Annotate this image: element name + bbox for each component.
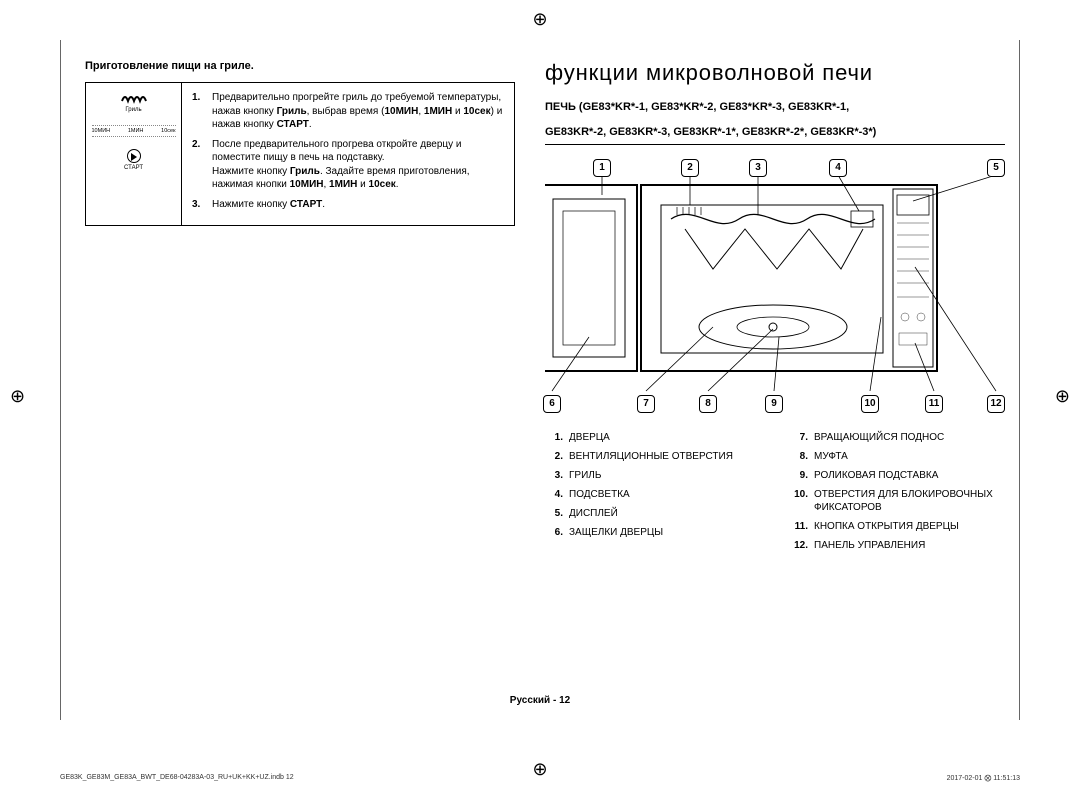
part-label: РОЛИКОВАЯ ПОДСТАВКА [814,469,1005,482]
parts-row: 3. ГРИЛЬ [545,469,760,482]
parts-col-left: 1. ДВЕРЦА 2. ВЕНТИЛЯЦИОННЫЕ ОТВЕРСТИЯ 3. ГР… [545,431,760,558]
callout-1: 1 [593,159,611,177]
crop-mark-top: ⊕ [532,10,547,28]
oven-diagram: 1 2 3 4 5 6 7 8 9 10 11 12 [545,155,1015,415]
oven-model-line1: ПЕЧЬ (GE83*KR*-1, GE83*KR*-2, GE83*KR*-3… [545,100,1005,115]
grill-step: 3. Нажмите кнопку СТАРТ. [192,198,504,212]
parts-row: 1. ДВЕРЦА [545,431,760,444]
part-num: 2. [545,450,563,463]
right-column: функции микроволновой печи ПЕЧЬ (GE83*KR… [525,60,1005,660]
parts-row: 4. ПОДСВЕТКА [545,488,760,501]
parts-row: 8. МУФТА [790,450,1005,463]
step-text: Нажмите кнопку СТАРТ. [212,198,504,212]
parts-col-right: 7. ВРАЩАЮЩИЙСЯ ПОДНОС 8. МУФТА 9. РОЛИКОВАЯ… [790,431,1005,558]
start-icon-label: СТАРТ [124,165,143,171]
callout-2: 2 [681,159,699,177]
parts-row: 11. КНОПКА ОТКРЫТИЯ ДВЕРЦЫ [790,520,1005,533]
parts-row: 9. РОЛИКОВАЯ ПОДСТАВКА [790,469,1005,482]
part-num: 5. [545,507,563,520]
oven-parts-list: 1. ДВЕРЦА 2. ВЕНТИЛЯЦИОННЫЕ ОТВЕРСТИЯ 3. ГР… [545,431,1005,558]
grill-icons-panel: Гриль 10МИН 1МИН 10сек СТАРТ [86,83,182,225]
grill-step: 1. Предварительно прогрейте гриль до тре… [192,91,504,132]
time-label-a: 10МИН [92,128,111,134]
callout-4: 4 [829,159,847,177]
page-title: функции микроволновой печи [545,60,1005,86]
part-label: МУФТА [814,450,1005,463]
part-num: 8. [790,450,808,463]
oven-model-line2: GE83KR*-2, GE83KR*-3, GE83KR*-1*, GE83KR… [545,125,1005,145]
part-num: 11. [790,520,808,533]
grill-instruction-table: Гриль 10МИН 1МИН 10сек СТАРТ 1. [85,82,515,226]
part-label: ДВЕРЦА [569,431,760,444]
part-num: 10. [790,488,808,514]
grill-icon: Гриль [120,91,148,113]
start-triangle-icon [127,149,141,163]
part-label: ПОДСВЕТКА [569,488,760,501]
part-label: ЗАЩЕЛКИ ДВЕРЦЫ [569,526,760,539]
time-labels-row: 10МИН 1МИН 10сек [92,125,176,137]
part-num: 3. [545,469,563,482]
crop-mark-left: ⊕ [10,387,25,405]
part-num: 7. [790,431,808,444]
callout-3: 3 [749,159,767,177]
part-num: 12. [790,539,808,552]
grill-steps: 1. Предварительно прогрейте гриль до тре… [182,83,514,225]
step-text: Предварительно прогрейте гриль до требуе… [212,91,504,132]
parts-row: 7. ВРАЩАЮЩИЙСЯ ПОДНОС [790,431,1005,444]
step-number: 2. [192,138,206,192]
part-label: ВЕНТИЛЯЦИОННЫЕ ОТВЕРСТИЯ [569,450,760,463]
time-label-c: 10сек [161,128,175,134]
parts-row: 6. ЗАЩЕЛКИ ДВЕРЦЫ [545,526,760,539]
part-num: 9. [790,469,808,482]
part-num: 1. [545,431,563,444]
part-label: ГРИЛЬ [569,469,760,482]
parts-row: 10. ОТВЕРСТИЯ ДЛЯ БЛОКИРОВОЧНЫХ ФИКСАТОРО… [790,488,1005,514]
start-icon: СТАРТ [124,149,143,171]
left-column: Приготовление пищи на гриле. Гриль 10МИН… [85,60,525,660]
grill-icon-label: Гриль [125,107,141,113]
part-label: ДИСПЛЕЙ [569,507,760,520]
part-label: ОТВЕРСТИЯ ДЛЯ БЛОКИРОВОЧНЫХ ФИКСАТОРОВ [814,488,1005,514]
page-wrapper: Приготовление пищи на гриле. Гриль 10МИН… [60,40,1020,720]
step-text: После предварительного прогрева откройте… [212,138,504,192]
parts-row: 5. ДИСПЛЕЙ [545,507,760,520]
part-num: 6. [545,526,563,539]
grill-step: 2. После предварительного прогрева откро… [192,138,504,192]
step-number: 3. [192,198,206,212]
time-label-b: 1МИН [128,128,144,134]
parts-row: 12. ПАНЕЛЬ УПРАВЛЕНИЯ [790,539,1005,552]
page-content: Приготовление пищи на гриле. Гриль 10МИН… [61,40,1019,680]
step-number: 1. [192,91,206,132]
print-filename: GE83K_GE83M_GE83A_BWT_DE68-04283A-03_RU+… [60,774,294,782]
part-label: ВРАЩАЮЩИЙСЯ ПОДНОС [814,431,1005,444]
part-label: ПАНЕЛЬ УПРАВЛЕНИЯ [814,539,1005,552]
parts-row: 2. ВЕНТИЛЯЦИОННЫЕ ОТВЕРСТИЯ [545,450,760,463]
part-label: КНОПКА ОТКРЫТИЯ ДВЕРЦЫ [814,520,1005,533]
page-footer-lang: Русский - 12 [61,695,1019,706]
callout-5: 5 [987,159,1005,177]
grill-section-header: Приготовление пищи на гриле. [85,60,505,72]
print-timestamp: 2017-02-01 ⨂ 11:51:13 [947,774,1020,782]
crop-mark-right: ⊕ [1055,387,1070,405]
print-footer: GE83K_GE83M_GE83A_BWT_DE68-04283A-03_RU+… [60,774,1020,782]
part-num: 4. [545,488,563,501]
